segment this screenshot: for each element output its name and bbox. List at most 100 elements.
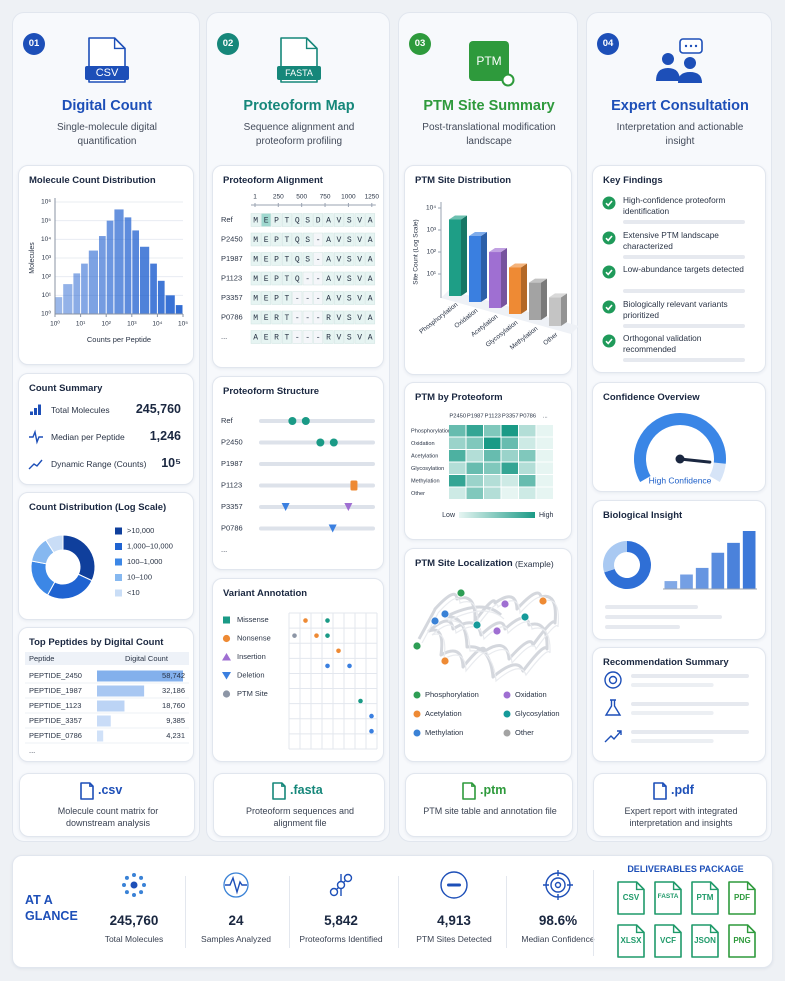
residue-cell <box>323 271 334 286</box>
heat-cell <box>466 425 483 437</box>
icon-label: PTM <box>469 41 509 81</box>
row-name: P0786 <box>221 523 243 532</box>
legend-label: Methylation <box>425 728 463 737</box>
insight-bar <box>664 581 678 589</box>
step-badge: 03 <box>409 33 431 55</box>
insight-bar <box>742 531 756 589</box>
legend-dot <box>503 691 511 699</box>
summary-value: 1,246 <box>149 429 181 443</box>
column-title: PTM Site Summary <box>423 98 555 114</box>
bar-top <box>489 248 507 253</box>
count-label: 9,385 <box>166 716 185 725</box>
y-tick-label: 10¹ <box>427 271 437 278</box>
panel-title: Molecule Count Distribution <box>29 175 156 186</box>
legend-swatch <box>115 543 122 550</box>
check-mark <box>605 200 613 207</box>
column-label: ... <box>543 414 548 420</box>
residue-cell <box>333 213 344 227</box>
residue-cell <box>281 271 292 286</box>
panel-title: Biological Insight <box>603 510 683 521</box>
residue-cell <box>323 213 334 227</box>
y-axis-label: Molecules <box>29 242 36 274</box>
x-tick-label: Oxidation <box>453 307 479 330</box>
variant-dot <box>369 713 374 719</box>
person-head <box>662 53 674 65</box>
residue-cell <box>354 310 365 325</box>
residue-cell <box>250 213 261 227</box>
file-description: PTM site table and annotation file <box>423 806 557 816</box>
heat-cell <box>449 450 466 462</box>
legend-icon <box>222 634 231 643</box>
stat-icon <box>440 871 468 899</box>
row-name: P2450 <box>221 234 243 243</box>
residue-cell <box>333 271 344 286</box>
residue-cell <box>365 252 376 266</box>
icon-ring <box>550 877 566 893</box>
ruler-label: 750 <box>320 194 331 201</box>
chart: P2450 P1987 P1123 P3357 P0786 ... Phosphorylat… <box>411 414 554 519</box>
file-icon <box>728 924 756 958</box>
file-fold <box>662 783 666 787</box>
placeholder-line <box>631 730 749 734</box>
legend-icon <box>222 690 231 698</box>
icon-dot <box>139 890 144 895</box>
heat-cell <box>484 437 501 449</box>
panel: Key Findings High-confidence proteoform i… <box>592 165 766 373</box>
gauge-value <box>634 413 726 482</box>
histogram-bar <box>63 284 73 314</box>
legend-label: <10 <box>127 588 140 597</box>
panel: PTM Site Localization Phosphorylation Oxid… <box>404 548 572 762</box>
icon-dot <box>130 881 138 889</box>
feature-marker <box>316 438 325 447</box>
y-tick-label: 10² <box>42 273 52 280</box>
legend-dot <box>413 691 421 699</box>
row-label: Oxidation <box>411 441 435 447</box>
donut-slice <box>604 541 651 589</box>
residue-cell <box>302 252 313 266</box>
row-name: P1123 <box>221 273 242 282</box>
column-title: Proteoform Map <box>243 98 355 114</box>
check-circle <box>602 334 616 348</box>
residue-cell <box>365 291 376 305</box>
panel-title: Top Peptides by Digital Count <box>29 637 164 648</box>
file-type: CSV <box>622 893 640 902</box>
row-label: Glycosylation <box>411 466 444 472</box>
residue-cell <box>271 271 282 286</box>
x-tick-label: 10¹ <box>76 321 86 328</box>
residue-cell <box>333 310 344 325</box>
divider <box>397 876 399 948</box>
ruler-label: 1250 <box>365 194 380 201</box>
table-header: Peptide <box>29 654 54 663</box>
panel: Top Peptides by Digital Count Peptide Digi… <box>18 627 194 762</box>
row-name: Ref <box>221 416 234 425</box>
residue-cell <box>281 291 292 305</box>
chart: Phosphorylation Oxidation Acetylation Glyco… <box>412 588 560 737</box>
file-icon <box>654 881 682 915</box>
panel-title: PTM by Proteoform <box>415 392 503 403</box>
more-rows: ... <box>29 746 35 755</box>
column-label: P3357 <box>502 414 519 420</box>
heat-cell <box>466 487 483 499</box>
table-header: Digital Count <box>125 654 169 663</box>
check-circle <box>602 265 616 279</box>
legend-label: Phosphorylation <box>425 690 479 699</box>
residue-cell <box>313 252 324 266</box>
file-extension: .pdf <box>671 783 694 797</box>
panel-title: Key Findings <box>603 175 663 186</box>
variant-dot <box>336 648 341 654</box>
residue-cell <box>323 291 334 305</box>
heat-cell <box>501 475 518 487</box>
icon-bar <box>447 883 461 887</box>
column-label: P1123 <box>485 414 501 420</box>
glance-band: AT A GLANCE 245,760 Total Molecules 24 Sampl… <box>12 855 773 968</box>
bubble-dot <box>684 44 688 48</box>
icon-trend <box>604 730 622 743</box>
file-fold <box>635 882 644 891</box>
bar-top <box>529 278 547 283</box>
y-axis-label: Site Count (Log Scale) <box>413 219 420 284</box>
residue-cell <box>271 213 282 227</box>
row-label: Other <box>411 491 425 497</box>
heat-cell <box>519 425 536 437</box>
ruler-label: 1 <box>253 194 257 201</box>
residue-cell <box>354 232 365 247</box>
